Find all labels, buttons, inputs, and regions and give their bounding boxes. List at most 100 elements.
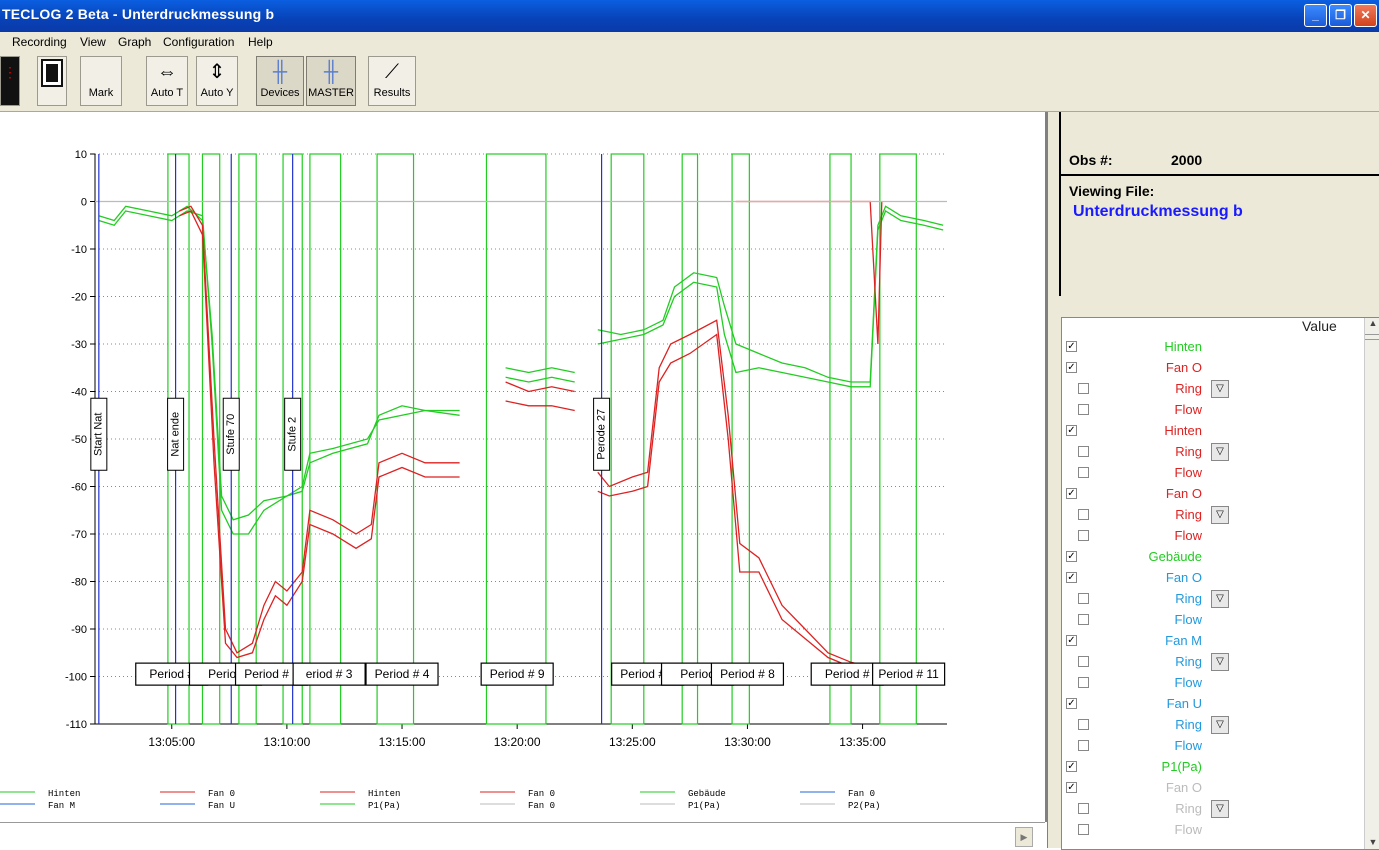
menu-recording[interactable]: Recording [12,35,67,49]
channel-item[interactable]: Flow [1062,464,1362,485]
filter-icon[interactable]: ▽ [1211,800,1229,818]
channel-checkbox[interactable]: ✓ [1066,572,1077,583]
scroll-down-icon[interactable]: ▼ [1368,837,1378,847]
scroll-up-icon[interactable]: ▲ [1368,318,1378,328]
minimize-button[interactable]: _ [1304,4,1327,27]
channel-item[interactable]: ✓ P1(Pa) [1062,758,1362,779]
channel-item[interactable]: ✓ Fan O [1062,779,1362,800]
channel-name: Flow [1174,465,1202,480]
channel-checkbox[interactable]: ✓ [1066,488,1077,499]
stop-button[interactable] [37,56,67,106]
channel-item[interactable]: Flow [1062,401,1362,422]
x-tick-label: 13:35:00 [839,735,886,749]
y-tick-label: -80 [71,577,87,589]
series-line [179,210,871,673]
channel-item[interactable]: Flow [1062,527,1362,548]
period-label: Period # [825,667,870,681]
channel-item[interactable]: Ring ▽ [1062,800,1362,821]
devices-button[interactable]: ╫ Devices [256,56,304,106]
channel-item[interactable]: Flow [1062,821,1362,842]
filter-icon[interactable]: ▽ [1211,653,1229,671]
channel-item[interactable]: Flow [1062,674,1362,695]
master-button[interactable]: ╫ MASTER [306,56,356,106]
auto-y-button[interactable]: ⇕ Auto Y [196,56,238,106]
menu-view[interactable]: View [80,35,106,49]
channel-checkbox[interactable]: ✓ [1066,698,1077,709]
auto-t-button[interactable]: ⇔ Auto T [146,56,188,106]
period-label-box [365,662,439,686]
viewing-file-label: Viewing File: [1069,183,1155,199]
horizontal-arrows-icon: ⇔ [157,61,177,83]
filter-icon[interactable]: ▽ [1211,380,1229,398]
obs-value: 2000 [1171,152,1203,168]
master-label: MASTER [308,87,354,99]
channel-item[interactable]: ✓ Hinten [1062,422,1362,443]
channel-checkbox[interactable]: ✓ [1066,761,1077,772]
channel-item[interactable]: ✓ Fan M [1062,632,1362,653]
mark-button[interactable]: Mark [80,56,122,106]
channel-name: Gebäude [1148,549,1203,564]
channel-checkbox[interactable] [1078,677,1089,688]
y-tick-label: -30 [71,339,87,351]
filter-icon[interactable]: ▽ [1211,716,1229,734]
channel-item[interactable]: Ring ▽ [1062,653,1362,674]
channel-checkbox[interactable]: ✓ [1066,551,1077,562]
channel-item[interactable]: ✓ Gebäude [1062,548,1362,569]
chart[interactable]: 10 0 -10 -20 -30 -40 -50 -60 -70 -80 -90 -100 -110 13… [0,112,1045,822]
channel-checkbox[interactable]: ✓ [1066,341,1077,352]
channel-checkbox[interactable] [1078,656,1089,667]
menu-configuration[interactable]: Configuration [163,35,235,49]
channel-checkbox[interactable] [1078,740,1089,751]
channel-item[interactable]: ✓ Fan O [1062,569,1362,590]
channel-item[interactable]: Ring ▽ [1062,443,1362,464]
channel-checkbox[interactable] [1078,614,1089,625]
channel-item[interactable]: ✓ Hinten [1062,338,1362,359]
menu-graph[interactable]: Graph [118,35,152,49]
channel-checkbox[interactable] [1078,509,1089,520]
filter-icon[interactable]: ▽ [1211,506,1229,524]
channel-checkbox[interactable] [1078,593,1089,604]
vertical-scrollbar[interactable]: ▲ ▼ [1364,318,1379,849]
channel-checkbox[interactable]: ✓ [1066,635,1077,646]
legend-entry: Fan 0 [208,789,235,799]
channel-checkbox[interactable] [1078,530,1089,541]
period-label: Period [208,667,243,681]
channel-item[interactable]: Flow [1062,611,1362,632]
channel-name: Ring [1175,654,1202,669]
filter-icon[interactable]: ▽ [1211,443,1229,461]
restore-button[interactable]: ❐ [1329,4,1352,27]
menu-help[interactable]: Help [248,35,273,49]
channel-item[interactable]: ✓ Fan O [1062,359,1362,380]
scroll-right-icon[interactable]: ▶ [1015,827,1033,847]
channel-checkbox[interactable] [1078,404,1089,415]
horizontal-scrollbar[interactable]: ▶ [0,822,1045,849]
channel-checkbox[interactable] [1078,719,1089,730]
y-tick-label: -70 [71,529,87,541]
channel-item[interactable]: Ring ▽ [1062,506,1362,527]
scroll-thumb[interactable] [1365,334,1379,340]
channel-checkbox[interactable] [1078,467,1089,478]
results-button[interactable]: ⟋ Results [368,56,416,106]
channel-item[interactable]: Flow [1062,737,1362,758]
channel-checkbox[interactable]: ✓ [1066,362,1077,373]
legend-entry: Hinten [368,789,400,799]
channel-checkbox[interactable] [1078,824,1089,835]
plot-panel[interactable]: 10 0 -10 -20 -30 -40 -50 -60 -70 -80 -90 -100 -110 13… [0,112,1047,822]
channel-checkbox[interactable] [1078,446,1089,457]
channel-item[interactable]: Ring ▽ [1062,716,1362,737]
record-button[interactable]: ⋮ [0,56,20,106]
channel-item[interactable]: ✓ Fan O [1062,485,1362,506]
channel-checkbox[interactable]: ✓ [1066,425,1077,436]
channel-checkbox[interactable]: ✓ [1066,782,1077,793]
channel-list[interactable]: Value ✓ Hinten ✓ Fan O Ring ▽ Flow ✓ Hinten Ring ▽… [1061,317,1379,850]
channel-checkbox[interactable] [1078,383,1089,394]
y-tick-label: -60 [71,482,87,494]
filter-icon[interactable]: ▽ [1211,590,1229,608]
channel-item[interactable]: Ring ▽ [1062,380,1362,401]
channel-item[interactable]: ✓ Fan U [1062,695,1362,716]
channel-item[interactable]: Ring ▽ [1062,590,1362,611]
channel-checkbox[interactable] [1078,803,1089,814]
channel-name: P1(Pa) [1161,759,1202,774]
period-window [829,153,852,725]
close-button[interactable]: ✕ [1354,4,1377,27]
